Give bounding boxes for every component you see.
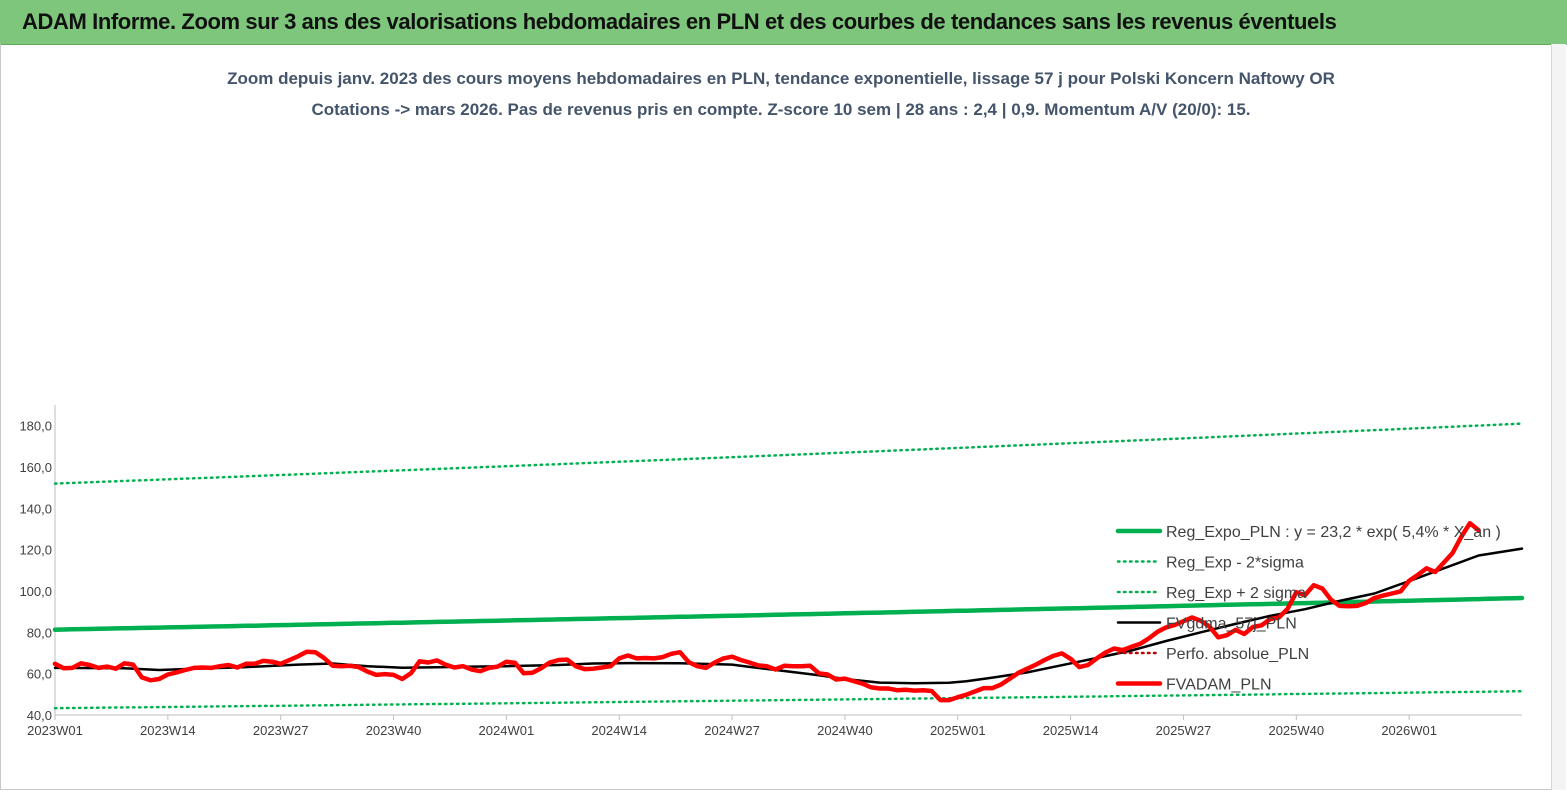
x-tick-label: 2023W27 [253,723,309,738]
x-tick-label: 2023W40 [366,723,422,738]
legend-label: Reg_Exp - 2*sigma [1166,555,1304,572]
legend-label: Reg_Exp + 2 sigma [1166,585,1306,602]
y-tick-label: 120,0 [19,543,52,558]
legend-label: FVgdma_57j_PLN [1166,616,1297,633]
legend-label: Reg_Expo_PLN : y = 23,2 * exp( 5,4% * X_… [1166,524,1501,541]
x-tick-label: 2025W01 [930,723,986,738]
x-tick-label: 2025W27 [1156,723,1212,738]
report-title: ADAM Informe. Zoom sur 3 ans des valoris… [22,9,1337,34]
x-tick-label: 2026W01 [1381,723,1437,738]
chart-subtitle: Cotations -> mars 2026. Pas de revenus p… [311,100,1250,119]
x-axis: 2023W01 2023W14 2023W27 2023W40 2024W01 2024W… [27,714,1522,738]
y-tick-label: 60,0 [27,667,52,682]
series-line-5 [52,520,1481,703]
legend-label: Perfo. absolue_PLN [1166,646,1309,663]
y-tick-label: 160,0 [19,460,52,475]
legend-label: FVADAM_PLN [1166,677,1272,694]
x-tick-label: 2024W27 [704,723,760,738]
y-tick-label: 100,0 [19,584,52,599]
chart-title: Zoom depuis janv. 2023 des cours moyens … [227,69,1335,88]
y-tick-label: 80,0 [27,625,52,640]
series-line-0 [52,595,1525,632]
series-layer [52,422,1525,710]
x-tick-label: 2024W40 [817,723,873,738]
legend: Reg_Expo_PLN : y = 23,2 * exp( 5,4% * X_… [1115,524,1501,694]
x-tick-label: 2023W01 [27,723,83,738]
vertical-scrollbar[interactable] [1551,44,1566,790]
x-tick-label: 2023W14 [140,723,196,738]
x-tick-label: 2024W01 [479,723,535,738]
y-tick-label: 180,0 [19,419,52,434]
x-tick-label: 2025W14 [1043,723,1099,738]
x-tick-label: 2025W40 [1268,723,1324,738]
series-line-1 [53,689,1524,710]
series-line-2 [53,422,1524,485]
y-axis: 40,0 60,0 80,0 100,0 120,0 140,0 160,0 180,0 [19,405,56,723]
y-tick-label: 140,0 [19,501,52,516]
report-header-banner: ADAM Informe. Zoom sur 3 ans des valoris… [0,0,1567,45]
x-tick-label: 2024W14 [591,723,647,738]
y-tick-label: 40,0 [27,708,52,723]
